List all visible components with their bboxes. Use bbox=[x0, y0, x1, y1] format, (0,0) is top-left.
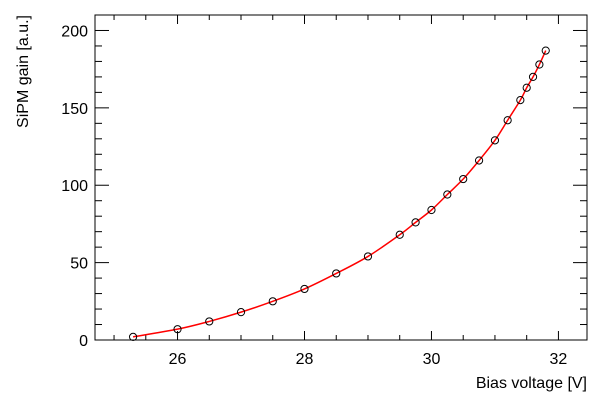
y-tick-label: 0 bbox=[79, 333, 88, 350]
data-point bbox=[516, 96, 525, 105]
data-point bbox=[427, 205, 436, 215]
data-point bbox=[128, 332, 138, 342]
x-tick-label: 28 bbox=[296, 351, 314, 368]
data-point bbox=[503, 116, 512, 125]
x-tick-label: 26 bbox=[169, 351, 187, 368]
y-tick-labels: 0 50 100 150 200 bbox=[61, 23, 88, 350]
data-point bbox=[173, 325, 182, 334]
data-points bbox=[128, 46, 550, 342]
x-tick-label: 32 bbox=[550, 351, 568, 368]
data-point bbox=[332, 269, 341, 278]
y-axis-title: SiPM gain [a.u.] bbox=[15, 15, 32, 128]
data-point bbox=[363, 252, 373, 261]
data-point bbox=[474, 156, 484, 165]
plot-frame bbox=[94, 14, 588, 341]
data-point bbox=[395, 230, 404, 239]
data-point bbox=[490, 136, 500, 145]
data-point bbox=[535, 60, 544, 69]
x-tick-label: 30 bbox=[423, 351, 441, 368]
y-tick-label: 100 bbox=[61, 178, 88, 195]
data-point bbox=[205, 317, 214, 326]
data-point bbox=[541, 46, 550, 55]
x-tick-labels: 26 28 30 32 bbox=[169, 351, 568, 368]
data-point bbox=[236, 308, 246, 317]
y-tick-label: 50 bbox=[70, 256, 88, 273]
x-axis-title: Bias voltage [V] bbox=[476, 375, 587, 392]
y-tick-label: 200 bbox=[61, 23, 88, 40]
data-point bbox=[459, 174, 468, 184]
data-point bbox=[443, 190, 452, 199]
tick-marks bbox=[95, 14, 587, 341]
data-point bbox=[522, 83, 531, 92]
y-tick-label: 150 bbox=[61, 101, 88, 118]
data-point bbox=[300, 284, 309, 294]
data-point bbox=[411, 218, 420, 227]
data-point bbox=[528, 72, 538, 82]
data-point bbox=[268, 297, 277, 306]
